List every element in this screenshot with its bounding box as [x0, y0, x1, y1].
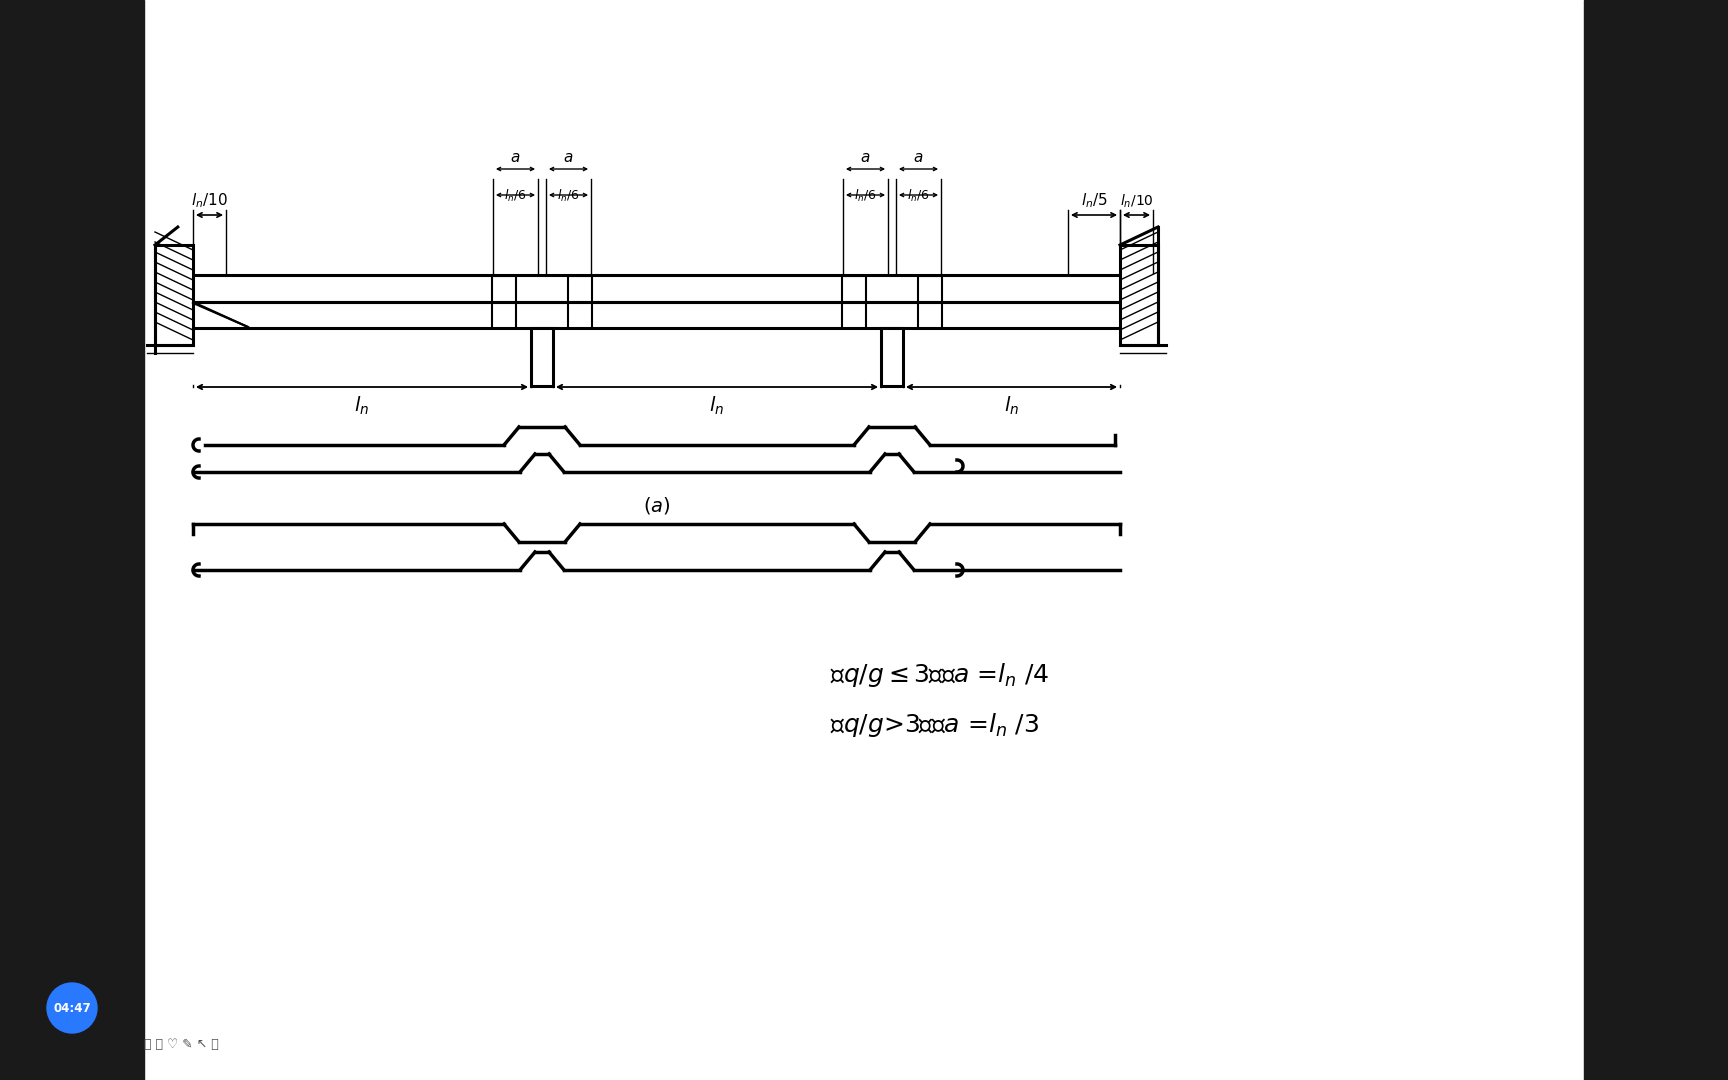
Text: 🖊 🗐 ♡ ✎ ↖ 🖼: 🖊 🗐 ♡ ✎ ↖ 🖼 [143, 1039, 219, 1052]
Bar [1585, 0, 1728, 1080]
Text: $l_n$: $l_n$ [710, 395, 724, 417]
Text: $l_n$: $l_n$ [354, 395, 370, 417]
Bar [1120, 245, 1158, 345]
Text: $a$: $a$ [563, 151, 574, 165]
Text: $l_n/6$: $l_n/6$ [505, 188, 527, 204]
Bar [881, 328, 904, 386]
Text: $l_n/6$: $l_n/6$ [907, 188, 930, 204]
Text: $l_n$: $l_n$ [1004, 395, 1020, 417]
Bar [0, 0, 143, 1080]
Text: $(a)$: $(a)$ [643, 495, 670, 515]
Text: $l_n/5$: $l_n/5$ [1080, 191, 1108, 210]
Text: $l_n/10$: $l_n/10$ [1120, 192, 1153, 210]
Bar [156, 245, 194, 345]
Text: 当$q$/$g$$\leq$3时，$a$ =$l_n$ /4: 当$q$/$g$$\leq$3时，$a$ =$l_n$ /4 [829, 661, 1049, 689]
Text: $l_n/10$: $l_n/10$ [192, 191, 228, 210]
Text: $l_n/6$: $l_n/6$ [556, 188, 581, 204]
Text: 04:47: 04:47 [54, 1001, 92, 1014]
Text: $a$: $a$ [914, 151, 924, 165]
Text: $a$: $a$ [510, 151, 520, 165]
Text: $l_n/6$: $l_n/6$ [854, 188, 876, 204]
Bar [530, 328, 553, 386]
Text: $a$: $a$ [861, 151, 871, 165]
Text: 当$q$/$g$>3时，$a$ =$l_n$ /3: 当$q$/$g$>3时，$a$ =$l_n$ /3 [829, 711, 1039, 739]
Circle shape [47, 983, 97, 1032]
